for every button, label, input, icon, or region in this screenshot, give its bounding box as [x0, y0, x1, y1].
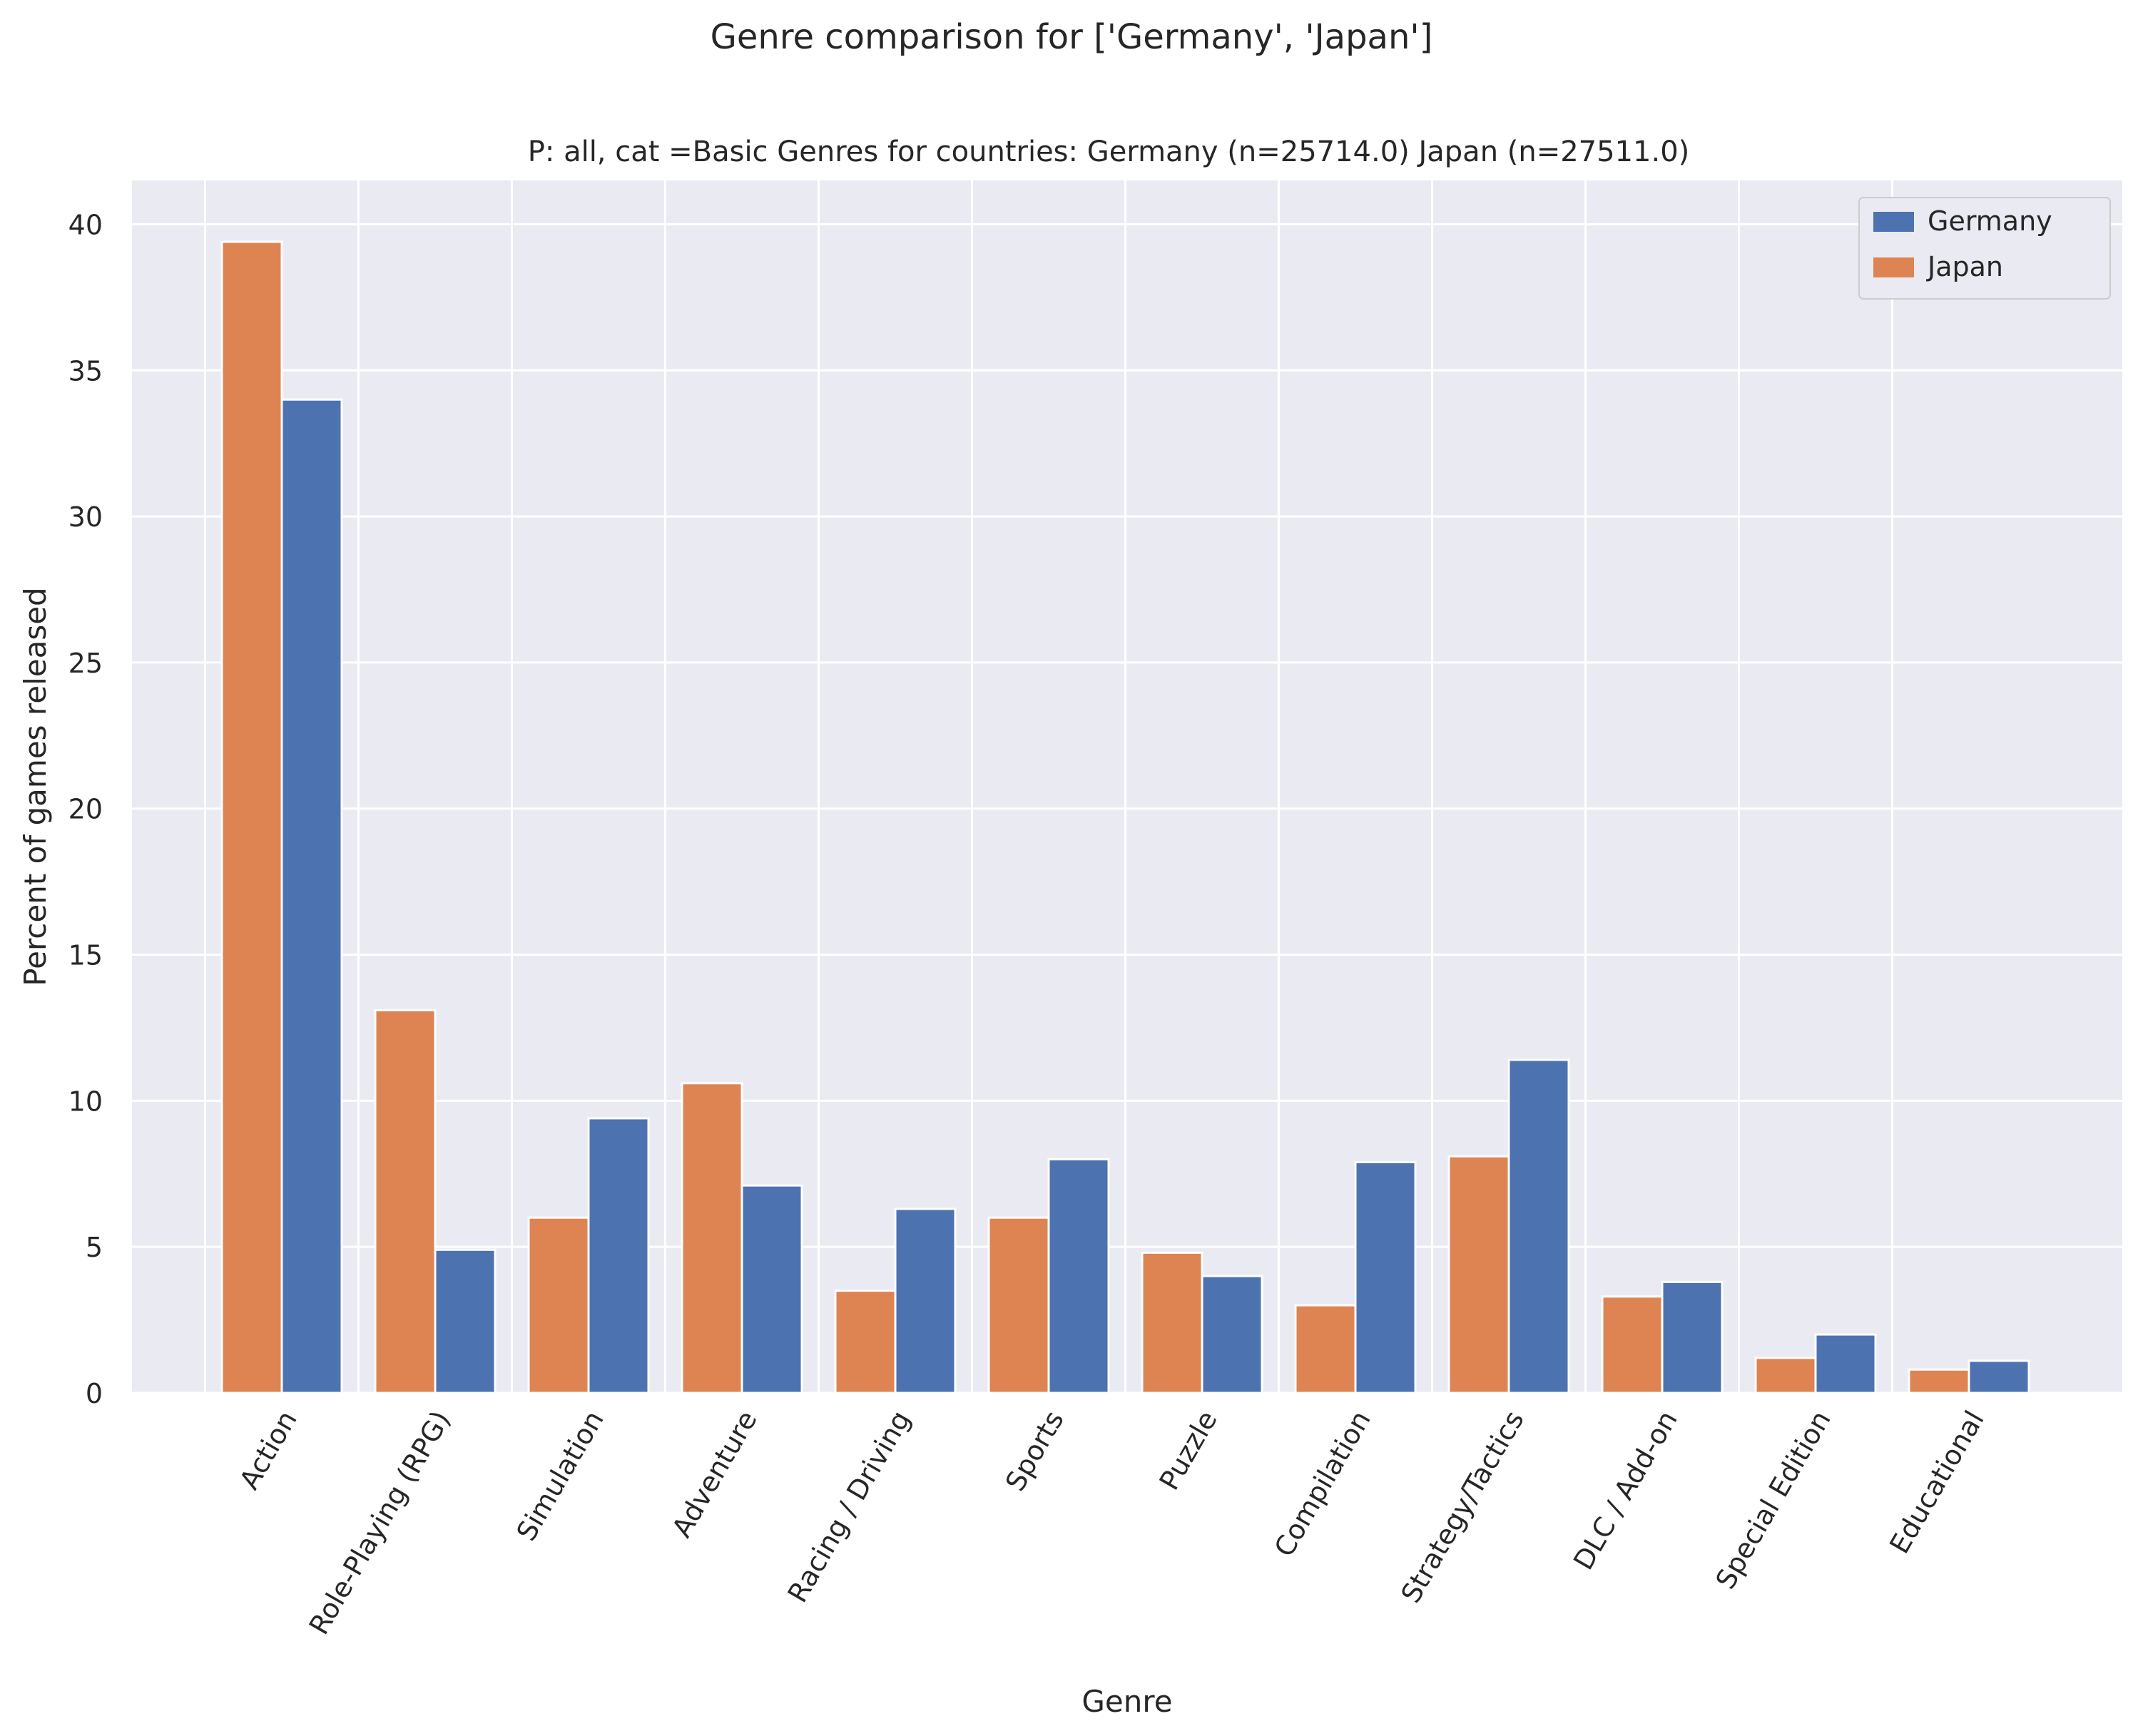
bar-germany-0: [280, 398, 343, 1394]
y-tick-label: 20: [68, 794, 103, 825]
y-tick-label: 25: [68, 648, 103, 679]
x-tick-label: Strategy/Tactics: [1395, 1406, 1530, 1608]
bar-germany-6: [1201, 1275, 1263, 1394]
bar-germany-1: [434, 1248, 497, 1394]
x-tick-label: Puzzle: [1154, 1406, 1223, 1496]
x-tick-label: Action: [233, 1406, 303, 1495]
x-tick-label: Educational: [1883, 1406, 1990, 1559]
bars: [220, 240, 2030, 1394]
x-tick-label: Special Edition: [1709, 1406, 1836, 1595]
x-tick-label: Adventure: [666, 1406, 763, 1543]
bar-germany-11: [1968, 1359, 2030, 1394]
chart-suptitle: Genre comparison for ['Germany', 'Japan'…: [711, 17, 1433, 57]
bar-germany-8: [1507, 1058, 1570, 1394]
y-tick-label: 0: [86, 1378, 103, 1409]
bar-germany-3: [740, 1184, 803, 1394]
x-tick-label: DLC / Add-on: [1567, 1406, 1684, 1576]
bar-japan-1: [374, 1009, 437, 1394]
x-tick-label: Role-Playing (RPG): [303, 1406, 457, 1640]
x-axis-label: Genre: [1081, 1684, 1172, 1719]
bar-japan-9: [1601, 1295, 1664, 1394]
grid-lines: [132, 180, 2122, 1394]
bar-japan-11: [1908, 1368, 1970, 1394]
bar-japan-6: [1141, 1251, 1203, 1394]
bar-germany-7: [1354, 1160, 1417, 1394]
plot-area: [132, 180, 2122, 1393]
bar-germany-5: [1047, 1158, 1110, 1394]
y-tick-label: 30: [68, 501, 103, 533]
x-tick-label: Compilation: [1268, 1406, 1377, 1563]
y-axis-label: Percent of games released: [18, 587, 53, 986]
x-tick-label: Simulation: [510, 1406, 609, 1546]
y-tick-label: 15: [68, 940, 103, 971]
legend-label-japan: Japan: [1926, 251, 2003, 282]
bar-japan-5: [987, 1216, 1050, 1394]
x-tick-label: Sports: [999, 1406, 1070, 1496]
bar-germany-9: [1661, 1280, 1724, 1394]
x-axis-ticks: Action Role-Playing (RPG) Simulation Advent…: [233, 1406, 1990, 1640]
bar-japan-2: [527, 1216, 590, 1394]
bar-japan-8: [1447, 1155, 1510, 1394]
legend-swatch-japan: [1873, 257, 1914, 277]
bar-japan-10: [1754, 1357, 1817, 1394]
bar-germany-2: [587, 1117, 650, 1394]
bar-germany-4: [894, 1207, 957, 1394]
y-tick-label: 5: [86, 1232, 103, 1263]
y-tick-label: 35: [68, 355, 103, 387]
legend: Germany Japan: [1858, 197, 2111, 300]
legend-label-germany: Germany: [1928, 205, 2052, 237]
bar-japan-0: [220, 240, 283, 1394]
bar-japan-3: [681, 1082, 743, 1394]
y-tick-label: 40: [68, 209, 103, 240]
x-tick-label: Racing / Driving: [782, 1406, 917, 1608]
legend-swatch-germany: [1873, 212, 1914, 232]
chart-title: P: all, cat =Basic Genres for countries:…: [528, 136, 1690, 168]
bar-japan-7: [1294, 1304, 1357, 1394]
legend-box: [1858, 197, 2111, 300]
y-axis-ticks: 0 5 10 15 20 25 30 35 40: [68, 209, 103, 1409]
bar-japan-4: [834, 1290, 897, 1394]
y-tick-label: 10: [68, 1086, 103, 1117]
bar-germany-10: [1814, 1333, 1877, 1394]
